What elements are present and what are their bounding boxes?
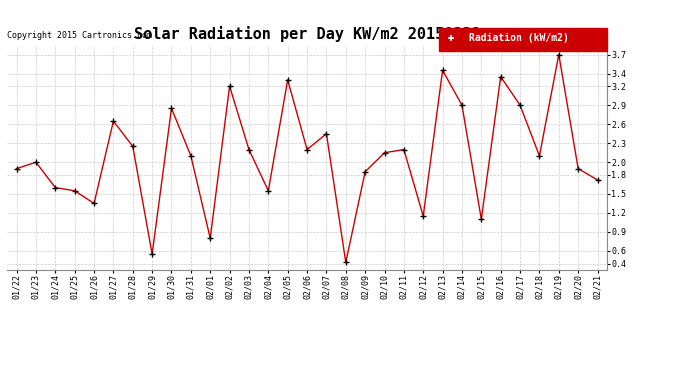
Title: Solar Radiation per Day KW/m2 20150221: Solar Radiation per Day KW/m2 20150221 [134,27,480,42]
FancyBboxPatch shape [439,28,607,51]
Text: Copyright 2015 Cartronics.com: Copyright 2015 Cartronics.com [7,32,152,40]
Text: Radiation (kW/m2): Radiation (kW/m2) [469,33,569,43]
